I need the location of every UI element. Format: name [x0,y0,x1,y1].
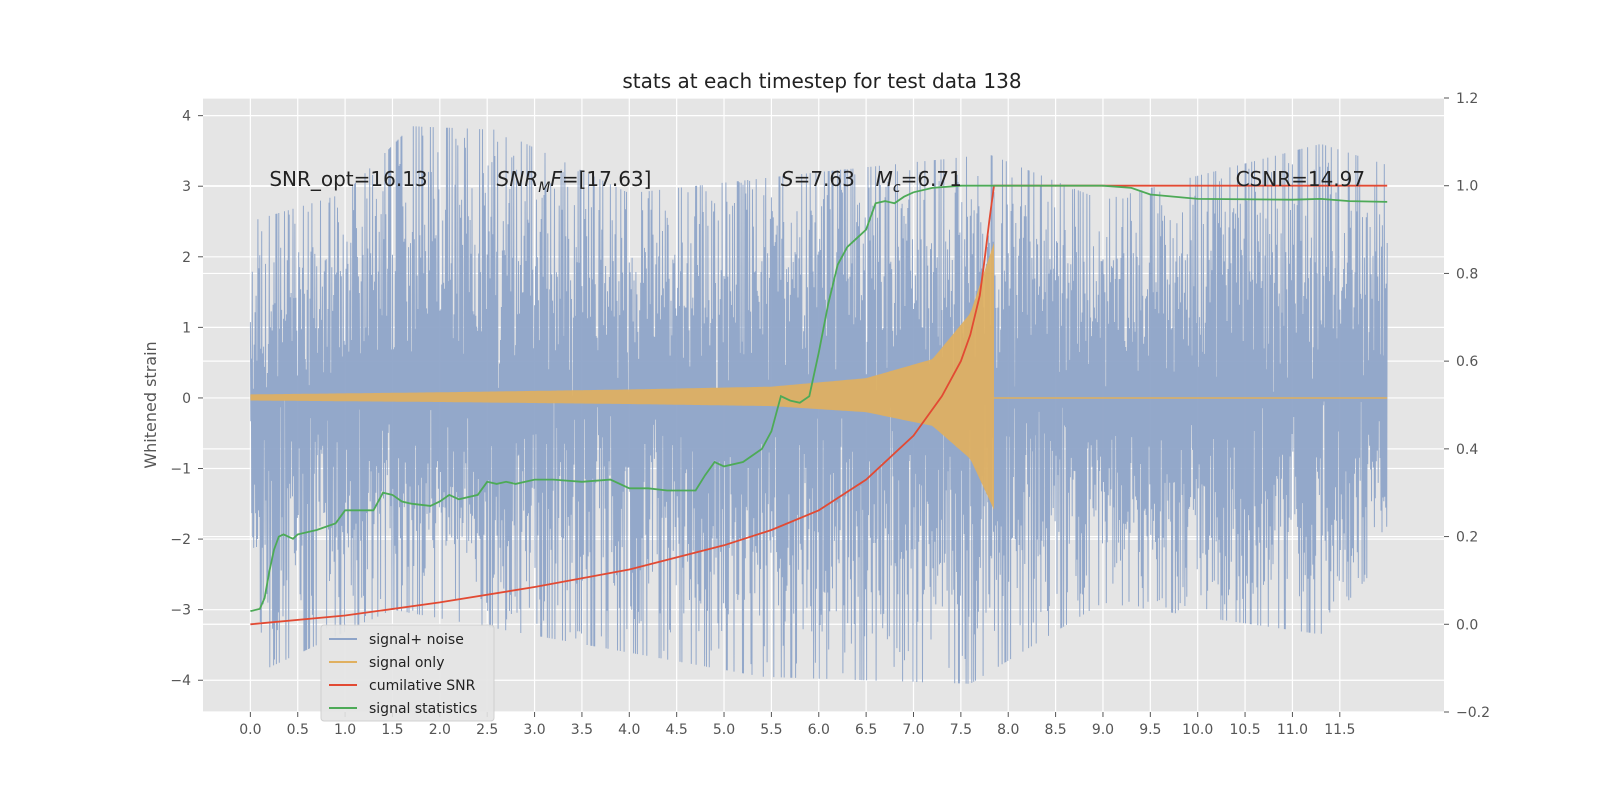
x-tick-label: 0.0 [239,722,261,738]
x-tick-label: 10.0 [1182,722,1213,738]
x-tick-label: 6.5 [855,722,877,738]
legend: signal+ noise signal only cumilative SNR si… [320,624,495,722]
y-tick-label: 1 [182,320,191,336]
y2-tick-label: 0.8 [1456,266,1478,282]
x-tick-label: 11.5 [1324,722,1355,738]
x-tick-label: 4.5 [666,722,688,738]
x-axis-ticks: 0.0 0.5 1.0 1.5 2.0 2.5 3.0 3.5 4.0 4.5 5.0 5.5 6.0 6… [239,712,1355,738]
x-tick-label: 2.0 [429,722,451,738]
y-tick-label: −2 [170,532,191,548]
x-tick-label: 10.5 [1229,722,1260,738]
x-tick-label: 0.5 [287,722,309,738]
legend-label: cumilative SNR [369,678,476,694]
x-tick-label: 8.5 [1044,722,1066,738]
x-tick-label: 5.5 [760,722,782,738]
y-tick-label: 4 [182,109,191,125]
annotation-text: CSNR=14.97 [1236,167,1366,191]
signal-only-series [250,242,1388,510]
y2-tick-label: 0.4 [1456,442,1478,458]
legend-label: signal+ noise [369,632,464,648]
signal-statistics-line [250,184,1388,612]
x-tick-label: 11.0 [1277,722,1308,738]
x-tick-label: 7.5 [950,722,972,738]
y2-tick-label: −0.2 [1456,705,1490,721]
signal-noise-series [249,126,1388,684]
annotation-text: S=7.63 [781,167,855,191]
legend-label: signal statistics [369,701,477,717]
right-y-axis-ticks: −0.2 0.0 0.2 0.4 0.6 0.8 1.0 1.2 [1444,91,1490,721]
annotation-text: SNR_opt=16.13 [269,167,427,191]
y-tick-label: −1 [170,462,191,478]
x-tick-label: 3.0 [523,722,545,738]
annotation-text: Mc=6.71 [876,167,962,196]
y2-tick-label: 1.2 [1456,91,1478,107]
chart-title: stats at each timestep for test data 138 [622,69,1021,93]
x-tick-label: 6.0 [808,722,830,738]
y-tick-label: −4 [170,673,191,689]
legend-box [320,624,495,722]
x-tick-label: 7.0 [902,722,924,738]
signal-noise-line [249,126,1388,684]
y2-tick-label: 0.6 [1456,354,1478,370]
y-axis-label: Whitened strain [141,341,160,468]
legend-label: signal only [369,655,444,671]
y-tick-label: −3 [170,603,191,619]
y-axis-ticks: −4 −3 −2 −1 0 1 2 3 4 [170,109,203,689]
x-tick-label: 1.5 [381,722,403,738]
y2-tick-label: 0.0 [1456,617,1478,633]
x-tick-label: 1.0 [334,722,356,738]
y-tick-label: 3 [182,179,191,195]
x-tick-label: 8.0 [997,722,1019,738]
y-tick-label: 2 [182,250,191,266]
x-tick-label: 3.5 [571,722,593,738]
y-tick-label: 0 [182,391,191,407]
x-tick-label: 9.0 [1092,722,1114,738]
x-tick-label: 9.5 [1139,722,1161,738]
x-tick-label: 5.0 [713,722,735,738]
y2-tick-label: 0.2 [1456,530,1478,546]
y2-tick-label: 1.0 [1456,179,1478,195]
cumilative-snr-line [250,184,1388,626]
x-tick-label: 2.5 [476,722,498,738]
right-axis-lines [250,184,1388,626]
x-tick-label: 4.0 [618,722,640,738]
